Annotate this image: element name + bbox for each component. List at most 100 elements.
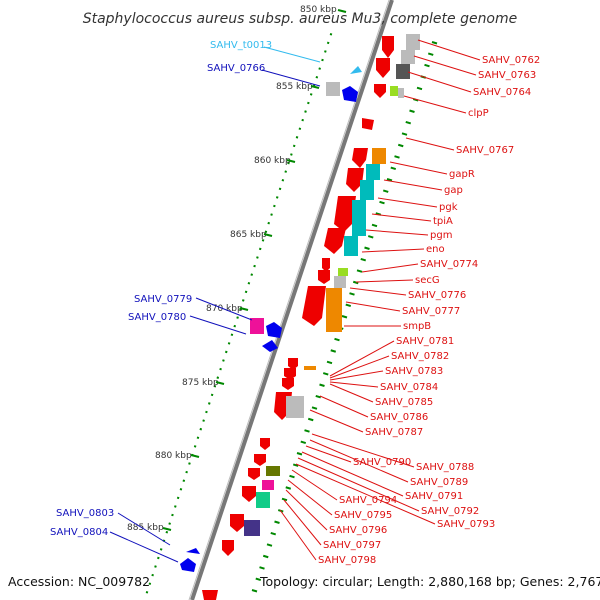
tick-dot [412,98,419,102]
gene-arrow [346,168,364,192]
tick-dot [292,144,296,148]
tick-dot [256,256,259,259]
tick-dot [202,419,205,422]
tick-dot [182,479,186,482]
tick-dot [233,324,237,328]
tick-dot [405,120,412,125]
label-connector [377,197,438,208]
label-connector [283,499,322,546]
reverse-gene-labels: SAHV_t0013 SAHV_0766 SAHV_0779 SAHV_0780… [50,40,272,538]
tick-dot [307,417,314,422]
tick-dot [307,101,310,105]
gene-label: SAHV_0763 [478,70,536,81]
gene-label: SAHV_0804 [50,527,108,538]
tick-dot [168,522,171,525]
tick-dot [255,577,262,582]
gene-label: SAHV_0795 [334,510,392,521]
label-connector [413,55,477,76]
tick-dot [171,513,174,517]
gene-label: SAHV_0798 [318,555,376,566]
tick-dot [371,223,378,228]
tick-dot [250,273,254,276]
tick-dot [318,67,321,70]
gene-arrow [248,468,260,480]
gene-block [250,318,264,334]
tick-dot [261,239,265,242]
tick-dot [352,280,359,285]
gene-block [344,236,358,256]
label-connector [403,95,467,114]
gene-label: SAHV_0786 [370,412,428,423]
tick-dot [401,132,408,136]
gene-block [266,466,280,476]
kbp-marker: 865 kbp [230,230,267,240]
tick-dot [188,462,191,465]
gene-arrow [376,58,390,78]
tick-dot [379,200,385,205]
gene-block [256,492,270,508]
gene-block [334,276,346,288]
label-connector [329,355,390,379]
tick-dot [267,221,271,225]
tick-dot [285,486,292,490]
outer-tick-ring [145,33,333,594]
gene-arrow [322,258,330,272]
gene-label: SAHV_0790 [353,457,411,468]
label-connector [407,71,472,93]
tick-dot [196,436,200,440]
tick-dot [290,153,293,156]
tick-dot [349,292,355,296]
gene-arrow [222,540,234,556]
label-connector [309,439,409,483]
gene-label: gap [444,185,463,196]
tick-dot [309,93,313,96]
tick-dot [174,505,177,508]
tick-dot [227,342,231,345]
tick-dot [386,178,393,182]
tick-dot [298,127,302,130]
tick-dot [262,554,269,559]
tick-dot [311,406,318,410]
gene-label: tpiA [433,216,453,227]
gene-arrow [362,118,374,130]
gene-label: SAHV_0796 [329,525,387,536]
gene-label: SAHV_0774 [420,259,478,270]
kbp-marker: 855 kbp [276,82,313,92]
gene-label: SAHV_0788 [416,462,474,473]
label-connector [291,469,338,501]
tick-dot [326,360,333,365]
gene-label: SAHV_0803 [56,508,114,519]
label-connector [195,297,253,321]
gene-label: pgk [439,202,458,213]
forward-strand-genes [202,34,420,600]
gene-label: SAHV_0784 [380,382,438,393]
gene-block [366,164,380,180]
gene-block [262,480,274,490]
kbp-marker: 875 kbp [182,378,219,388]
gene-label: smpB [403,321,431,332]
tick-dot [273,204,276,208]
kbp-tick [162,527,172,531]
gene-arrow [254,454,266,466]
tick-dot [270,213,273,216]
label-connector [329,383,374,403]
tick-dot [330,349,337,353]
tick-dot [356,269,363,273]
tick-dot [151,573,154,577]
tick-dot [253,264,256,268]
gene-arrow [324,228,346,254]
gene-label: SAHV_0762 [482,55,540,66]
gene-label: pgm [430,230,452,241]
tick-dot [193,445,197,448]
gene-block [338,268,348,276]
tick-dot [292,463,299,467]
label-connector [349,287,407,296]
label-connector [417,39,481,61]
tick-dot [159,548,163,551]
tick-dot [321,58,324,62]
gene-label: eno [426,244,445,255]
kbp-tick [215,381,225,385]
label-connector [309,409,364,433]
tick-dot [207,402,211,405]
